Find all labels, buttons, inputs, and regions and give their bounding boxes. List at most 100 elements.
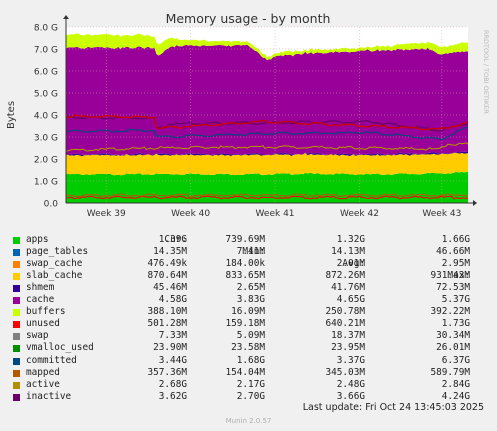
legend-swatch (13, 357, 20, 365)
legend-item-buffers: buffers 388.10M 16.09M 250.78M 392.22M (0, 306, 497, 318)
legend-min: 3.83G (236, 294, 265, 306)
legend-min: 2.70G (236, 390, 265, 402)
legend-max: 1.66G (441, 234, 470, 246)
legend-cur: 7.33M (158, 330, 187, 342)
legend-cur: 14.35M (153, 246, 187, 258)
legend-min: 16.09M (231, 306, 265, 318)
legend-max: 26.01M (436, 342, 470, 354)
legend-swatch (13, 333, 20, 341)
legend-swatch (13, 237, 20, 245)
y-tick-label: 8.0 G (34, 24, 58, 34)
legend-avg: 2.01M (336, 258, 365, 270)
x-tick-label: Week 41 (256, 209, 295, 219)
y-tick-label: 0.0 (44, 200, 59, 210)
legend-name: shmem (26, 282, 55, 294)
col-max-header: Max: (447, 270, 470, 281)
col-avg-header: Avg: (342, 258, 365, 269)
chart-title: Memory usage - by month (166, 11, 331, 26)
legend-header: Cur: Min: Avg: Max: (0, 222, 497, 281)
x-tick-label: Week 40 (171, 209, 210, 219)
legend-max: 392.22M (430, 306, 470, 318)
legend-swatch (13, 297, 20, 305)
legend-min: 739.69M (225, 234, 265, 246)
legend-item-page-tables: page_tables 14.35M 7.41M 14.13M 46.66M (0, 246, 497, 258)
legend-max: 5.37G (441, 294, 470, 306)
munin-version: Munin 2.0.57 (225, 417, 272, 425)
legend-max: 1.73G (441, 318, 470, 330)
legend-cur: 1.39G (158, 234, 187, 246)
legend-avg: 41.76M (331, 282, 365, 294)
legend-min: 184.00k (225, 258, 265, 270)
legend-max: 2.95M (441, 258, 470, 270)
y-axis-arrow (63, 15, 69, 19)
legend-cur: 2.68G (158, 378, 187, 390)
legend-cur: 3.44G (158, 354, 187, 366)
legend-avg: 872.26M (325, 270, 365, 282)
legend-swatch (13, 369, 20, 377)
legend-name: active (26, 378, 60, 390)
legend-avg: 4.65G (336, 294, 365, 306)
area-cache (66, 44, 468, 156)
legend-item-slab-cache: slab_cache 870.64M 833.65M 872.26M 931.43M (0, 270, 497, 282)
line-unused (65, 195, 469, 200)
legend-item-mapped: mapped 357.36M 154.04M 345.03M 589.79M (0, 367, 497, 379)
x-axis-arrow (473, 200, 477, 206)
legend-avg: 2.48G (336, 378, 365, 390)
legend-max: 30.34M (436, 330, 470, 342)
legend-max: 4.24G (441, 390, 470, 402)
legend-name: mapped (26, 366, 60, 378)
y-tick-label: 2.0 G (34, 156, 58, 166)
legend-cur: 870.64M (147, 270, 187, 282)
legend-min: 2.17G (236, 378, 265, 390)
area-buffers (66, 33, 468, 61)
legend-min: 154.04M (225, 366, 265, 378)
legend-avg: 250.78M (325, 306, 365, 318)
legend-min: 1.68G (236, 354, 265, 366)
legend-max: 46.66M (436, 246, 470, 258)
legend-avg: 23.95M (331, 342, 365, 354)
legend-swatch (13, 321, 20, 329)
legend-swatch (13, 309, 20, 317)
legend-item-unused: unused 501.28M 159.18M 640.21M 1.73G (0, 318, 497, 330)
legend-avg: 18.37M (331, 330, 365, 342)
legend-swatch (13, 393, 20, 401)
legend-max: 2.84G (441, 378, 470, 390)
legend: Cur: Min: Avg: Max: apps 1.39G 739.69M 1.32… (0, 222, 497, 403)
legend-name: cache (26, 294, 55, 306)
legend-avg: 345.03M (325, 366, 365, 378)
legend-item-cache: cache 4.58G 3.83G 4.65G 5.37G (0, 294, 497, 306)
legend-swatch (13, 381, 20, 389)
legend-name: swap (26, 330, 49, 342)
y-tick-label: 7.0 G (34, 46, 58, 56)
legend-name: page_tables (26, 246, 89, 258)
legend-avg: 14.13M (331, 246, 365, 258)
legend-max: 931.43M (430, 270, 470, 282)
rrdtool-credit: RRDTOOL / TOBI OETIKER (482, 30, 490, 114)
legend-item-apps: apps 1.39G 739.69M 1.32G 1.66G (0, 234, 497, 246)
legend-cur: 23.90M (153, 342, 187, 354)
legend-swatch (13, 285, 20, 293)
legend-cur: 4.58G (158, 294, 187, 306)
legend-min: 5.09M (236, 330, 265, 342)
legend-min: 159.18M (225, 318, 265, 330)
legend-item-committed: committed 3.44G 1.68G 3.37G 6.37G (0, 355, 497, 367)
legend-swatch (13, 273, 20, 281)
legend-swatch (13, 345, 20, 353)
line-committed (65, 126, 469, 141)
legend-avg: 3.37G (336, 354, 365, 366)
legend-max: 589.79M (430, 366, 470, 378)
legend-swatch (13, 249, 20, 257)
legend-name: buffers (26, 306, 66, 318)
legend-cur: 357.36M (147, 366, 187, 378)
y-tick-label: 3.0 G (34, 134, 58, 144)
legend-min: 833.65M (225, 270, 265, 282)
legend-item-vmalloc-used: vmalloc_used 23.90M 23.58M 23.95M 26.01M (0, 342, 497, 354)
legend-name: inactive (26, 390, 72, 402)
col-cur-header: Cur: (164, 234, 187, 245)
plot-area: 0.0 1.0 G 2.0 G 3.0 G 4.0 G 5.0 G 6.0 G 7.0 G 8.… (34, 15, 477, 219)
line-mapped (65, 193, 469, 198)
legend-cur: 45.46M (153, 282, 187, 294)
legend-min: 7.41M (236, 246, 265, 258)
